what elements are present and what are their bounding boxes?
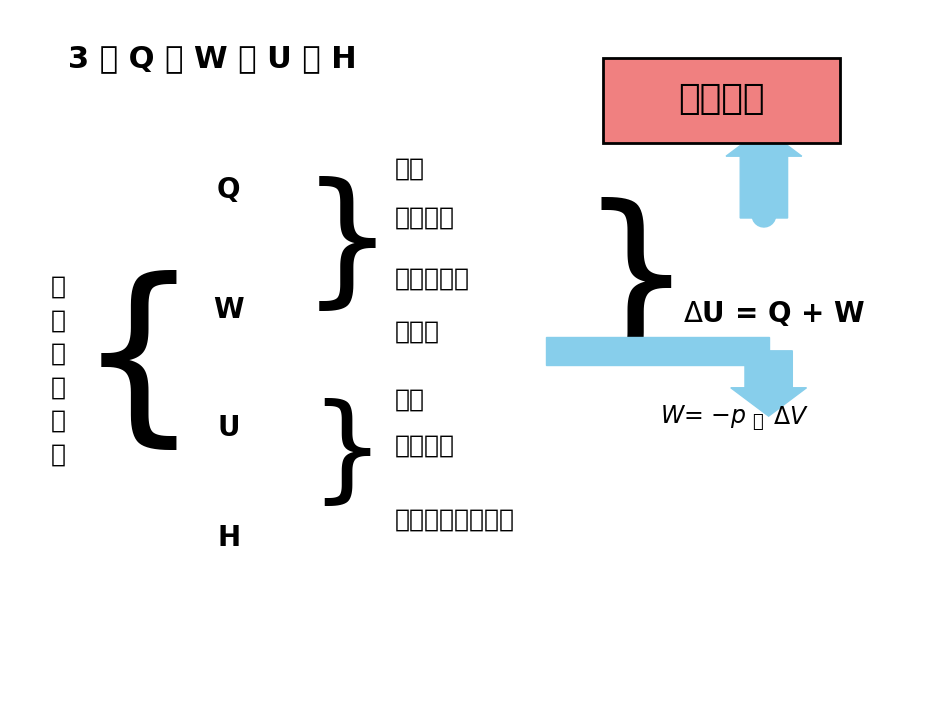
Text: 正负规定: 正负规定 bbox=[394, 206, 454, 230]
Text: $\Delta$U = Q + W: $\Delta$U = Q + W bbox=[683, 299, 865, 329]
Text: 体积功: 体积功 bbox=[394, 319, 440, 344]
Text: 均
具
能
量
单
位: 均 具 能 量 单 位 bbox=[50, 275, 66, 466]
FancyArrow shape bbox=[546, 337, 769, 365]
Text: U: U bbox=[218, 414, 240, 441]
Text: H: H bbox=[218, 523, 240, 552]
Text: }: } bbox=[579, 198, 694, 374]
Text: 封闭体系: 封闭体系 bbox=[678, 82, 765, 116]
Text: {: { bbox=[77, 270, 200, 458]
Text: 绝对数值无法测知: 绝对数值无法测知 bbox=[394, 508, 515, 532]
FancyArrow shape bbox=[731, 351, 807, 416]
FancyBboxPatch shape bbox=[603, 58, 840, 143]
FancyArrow shape bbox=[726, 128, 802, 218]
Text: 含义: 含义 bbox=[394, 387, 425, 411]
Text: 含义: 含义 bbox=[394, 156, 425, 180]
Text: 3 、 Q 、 W 、 U 、 H: 3 、 Q 、 W 、 U 、 H bbox=[67, 43, 356, 73]
Text: Q: Q bbox=[217, 175, 240, 204]
Text: 外: 外 bbox=[752, 413, 763, 431]
Text: }: } bbox=[301, 176, 393, 317]
Text: 状态函数: 状态函数 bbox=[394, 434, 454, 457]
Text: W: W bbox=[214, 297, 244, 324]
Text: W= $-p$: W= $-p$ bbox=[659, 404, 746, 431]
Text: $\Delta V$: $\Delta V$ bbox=[773, 405, 809, 429]
Text: 非状态函数: 非状态函数 bbox=[394, 267, 469, 290]
Text: }: } bbox=[310, 399, 385, 513]
